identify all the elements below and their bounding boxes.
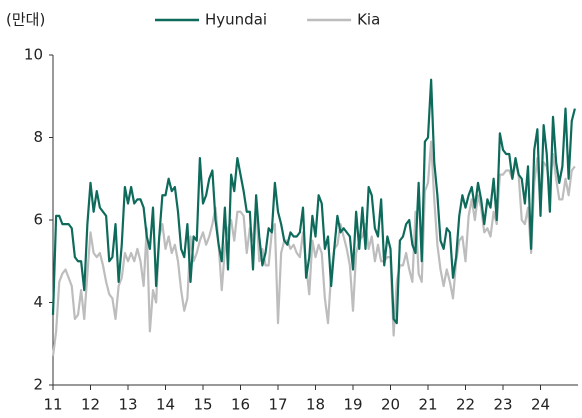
x-tick-label: 19 <box>343 396 362 414</box>
y-tick-label: 4 <box>33 293 43 311</box>
legend-label: Kia <box>357 11 380 29</box>
x-tick-label: 14 <box>156 396 175 414</box>
x-tick-label: 13 <box>118 396 137 414</box>
x-tick-label: 17 <box>268 396 287 414</box>
x-tick-label: 11 <box>43 396 62 414</box>
x-tick-label: 18 <box>306 396 325 414</box>
x-tick-label: 12 <box>81 396 100 414</box>
x-tick-label: 15 <box>193 396 212 414</box>
x-tick-label: 22 <box>456 396 475 414</box>
y-tick-label: 10 <box>24 46 43 64</box>
y-axis-label: (만대) <box>6 11 45 29</box>
legend-label: Hyundai <box>205 11 267 29</box>
x-tick-label: 20 <box>381 396 400 414</box>
x-tick-label: 16 <box>231 396 250 414</box>
x-tick-label: 24 <box>531 396 550 414</box>
line-series <box>51 78 576 325</box>
y-tick-label: 2 <box>33 376 43 394</box>
x-tick-label: 21 <box>418 396 437 414</box>
line-series <box>51 140 576 357</box>
y-tick-label: 6 <box>33 211 43 229</box>
y-tick-label: 8 <box>33 128 43 146</box>
x-tick-label: 23 <box>493 396 512 414</box>
